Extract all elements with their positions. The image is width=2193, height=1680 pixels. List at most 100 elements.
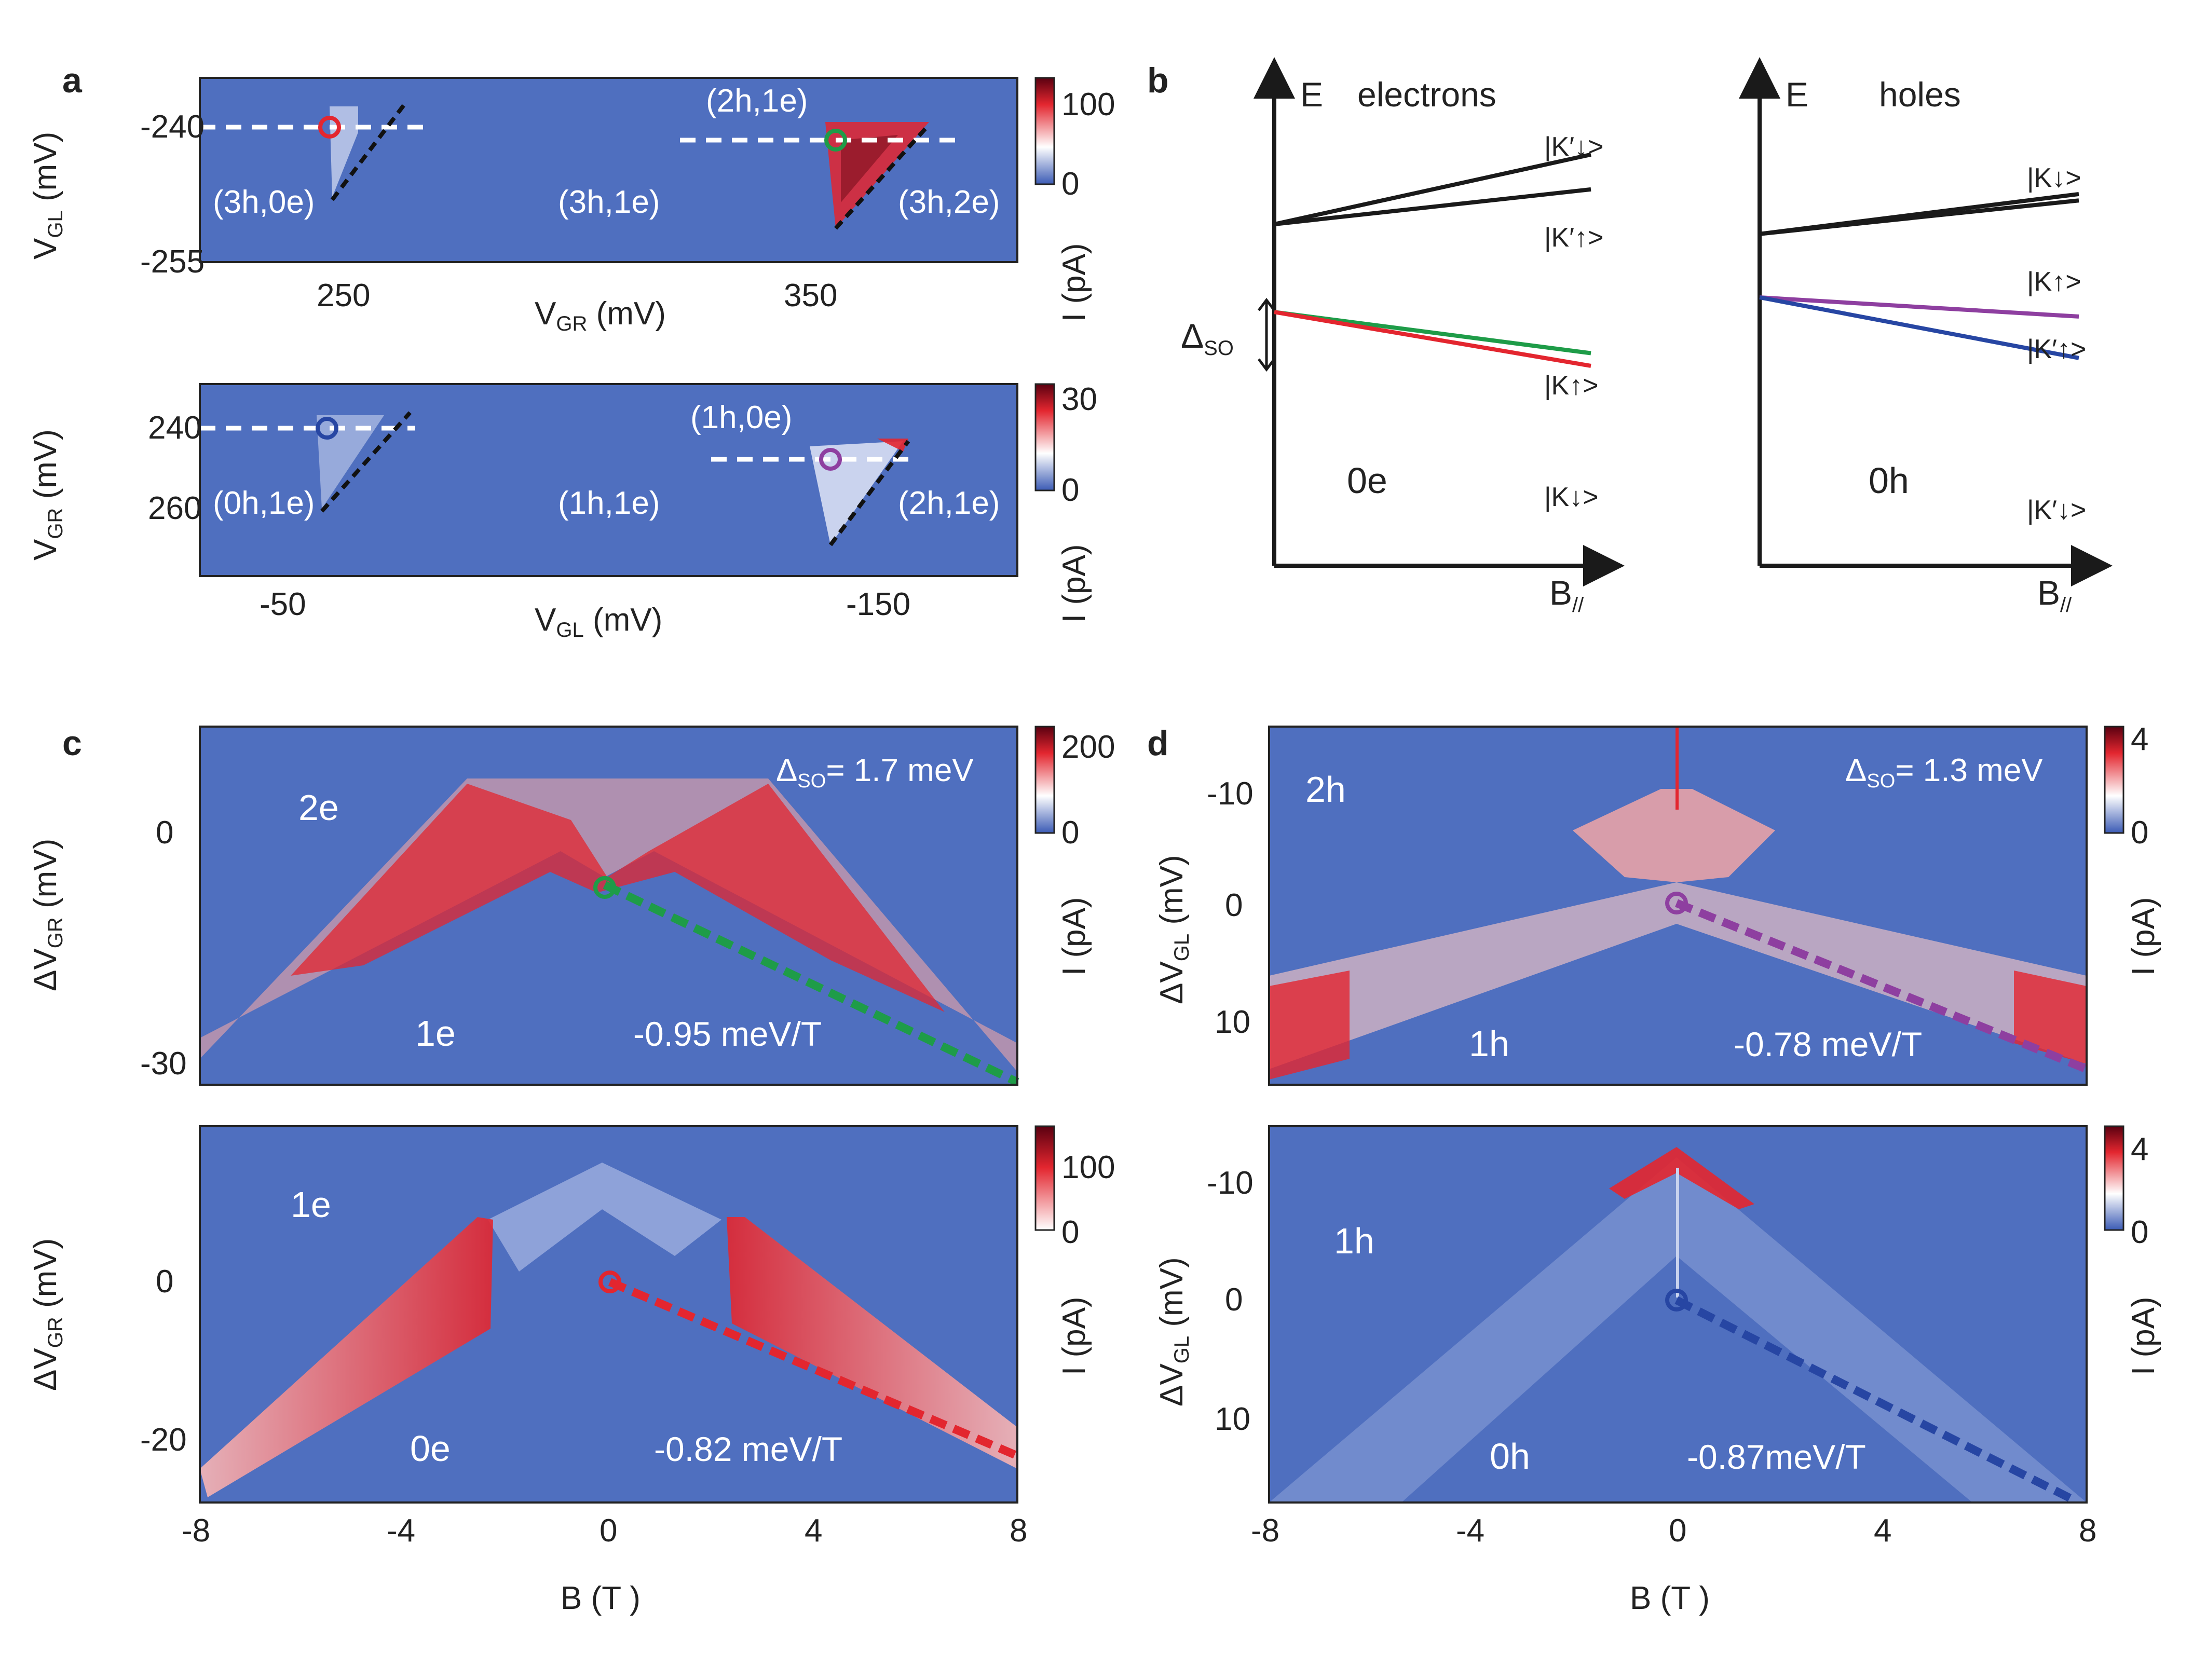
y-axis-subscript: GR xyxy=(44,917,67,948)
green-marker-circle xyxy=(593,876,616,899)
axis-e-label: E xyxy=(1300,75,1323,114)
x-tick-label: 0 xyxy=(1669,1513,1686,1549)
y-tick-label: 0 xyxy=(156,815,173,851)
state-label: |K↓> xyxy=(1544,482,1599,512)
delta-so-annotation: ΔSO= 1.3 meV xyxy=(1845,753,2043,792)
state-label: |K′↓> xyxy=(1544,132,1603,162)
slope-label: -0.78 meV/T xyxy=(1734,1025,1922,1063)
region-label: (3h,1e) xyxy=(558,184,660,220)
region-label: 1h xyxy=(1469,1023,1509,1064)
y-axis-label: VGR (mV) xyxy=(28,429,67,561)
y-axis-label: ΔVGR (mV) xyxy=(28,1238,67,1391)
heatmap-bg xyxy=(200,78,1017,262)
y-axis-subscript: GL xyxy=(1170,1336,1193,1363)
axis-b-symbol: B xyxy=(2037,573,2060,612)
colorbar xyxy=(1034,77,1055,185)
x-axis-label: VGL (mV) xyxy=(535,602,662,641)
colorbar xyxy=(2104,1125,2124,1231)
colorbar-label: I (pA) xyxy=(1056,897,1092,976)
x-axis-symbol: V xyxy=(535,296,556,332)
energy-lines xyxy=(1759,192,2079,360)
colorbar xyxy=(1034,726,1055,834)
slope-label: -0.95 meV/T xyxy=(633,1015,822,1053)
energy-level-line xyxy=(1274,310,1591,356)
current-region xyxy=(1609,1147,1754,1209)
y-axis-unit: (mV) xyxy=(28,839,63,908)
colorbar-tick: 0 xyxy=(1061,472,1079,508)
colorbar-tick: 100 xyxy=(1061,87,1115,122)
axis-b-subscript: // xyxy=(2060,594,2072,617)
colorbar-tick: 100 xyxy=(1061,1150,1115,1185)
energy-lines xyxy=(1274,152,1591,368)
dashed-line xyxy=(330,102,407,201)
colorbar-label: I (pA) xyxy=(1056,243,1092,322)
colorbar-tick: 0 xyxy=(1061,1214,1079,1250)
x-axis-label: VGR (mV) xyxy=(535,296,666,335)
dashed-line xyxy=(834,123,931,230)
x-tick-label: -4 xyxy=(387,1513,415,1549)
colorbar-label: I (pA) xyxy=(2126,1296,2161,1375)
panel-b-electrons: E electrons B// ΔSO 0e |K′↓> |K′↑> |K↑> … xyxy=(1181,57,1625,617)
delta-so-value: = 1.7 meV xyxy=(826,753,974,788)
colorbar-tick: 0 xyxy=(1061,815,1079,851)
region-label: 2h xyxy=(1305,769,1346,810)
region-label: (2h,1e) xyxy=(898,485,1000,521)
x-tick-label: 350 xyxy=(784,278,837,313)
dashed-line xyxy=(320,411,412,513)
triangle-blue xyxy=(317,415,384,509)
slope-dashed-line xyxy=(603,881,1019,1086)
x-tick-label: 0 xyxy=(600,1513,617,1549)
panel-label-d: d xyxy=(1147,723,1169,763)
y-tick-label: -20 xyxy=(140,1422,187,1458)
x-axis-symbol: V xyxy=(535,602,556,638)
axis-b-subscript: // xyxy=(1572,594,1584,617)
colorbar-label: I (pA) xyxy=(1056,544,1092,623)
y-axis-unit: (mV) xyxy=(28,132,63,201)
colorbar-tick: 30 xyxy=(1061,381,1097,417)
panel-a-top: (3h,0e) (3h,1e) (2h,1e) (3h,2e) -240 -25… xyxy=(28,77,1115,335)
x-tick-label: 8 xyxy=(2079,1513,2096,1549)
blue-marker-circle xyxy=(316,417,338,440)
region-label: (3h,0e) xyxy=(213,184,315,220)
x-tick-label: -4 xyxy=(1456,1513,1484,1549)
axis-b-label: B// xyxy=(1549,573,1584,617)
y-tick-label: 0 xyxy=(1225,1282,1243,1318)
y-tick-label: 260 xyxy=(148,490,201,526)
blue-marker-circle xyxy=(1665,1289,1688,1312)
y-axis-label: ΔVGL (mV) xyxy=(1154,855,1193,1004)
colorbar-tick: 0 xyxy=(2131,1214,2148,1250)
x-tick-label: -8 xyxy=(182,1513,210,1549)
ground-state-label: 0h xyxy=(1869,460,1909,501)
region-label: (2h,1e) xyxy=(706,83,808,119)
y-axis-symbol: ΔV xyxy=(28,1348,63,1391)
red-marker-circle xyxy=(598,1271,621,1293)
axis-e-label: E xyxy=(1786,75,1808,114)
delta-so-value: = 1.3 meV xyxy=(1895,753,2043,788)
colorbar-tick: 4 xyxy=(2131,1131,2148,1167)
region-label: (1h,1e) xyxy=(558,485,660,521)
current-band xyxy=(291,784,945,1012)
delta-so-label: ΔSO xyxy=(1181,317,1234,360)
panel-a-bottom: (0h,1e) (1h,1e) (1h,0e) (2h,1e) 240 260 … xyxy=(28,381,1097,641)
ground-state-label: 0e xyxy=(1347,460,1387,501)
axis-b-label: B// xyxy=(2037,573,2072,617)
title-electrons: electrons xyxy=(1357,75,1496,114)
colorbar-label: I (pA) xyxy=(2126,897,2161,976)
colorbar-tick: 0 xyxy=(2131,815,2148,851)
current-region xyxy=(1573,789,1775,882)
panel-label-a: a xyxy=(62,61,83,100)
y-tick-label: -255 xyxy=(140,244,205,280)
x-axis-unit: (mV) xyxy=(596,296,666,332)
colorbar-tick: 200 xyxy=(1061,729,1115,765)
y-axis-unit: (mV) xyxy=(28,429,63,499)
y-tick-label: -240 xyxy=(140,109,205,145)
y-axis-label: VGL (mV) xyxy=(28,132,67,259)
energy-level-line xyxy=(1759,295,2079,360)
green-marker-circle xyxy=(824,129,847,152)
state-label: |K↑> xyxy=(1544,371,1599,401)
slope-label: -0.82 meV/T xyxy=(654,1430,842,1468)
y-axis-unit: (mV) xyxy=(28,1238,63,1308)
y-tick-label: 0 xyxy=(156,1264,173,1300)
y-tick-label: -30 xyxy=(140,1046,187,1082)
